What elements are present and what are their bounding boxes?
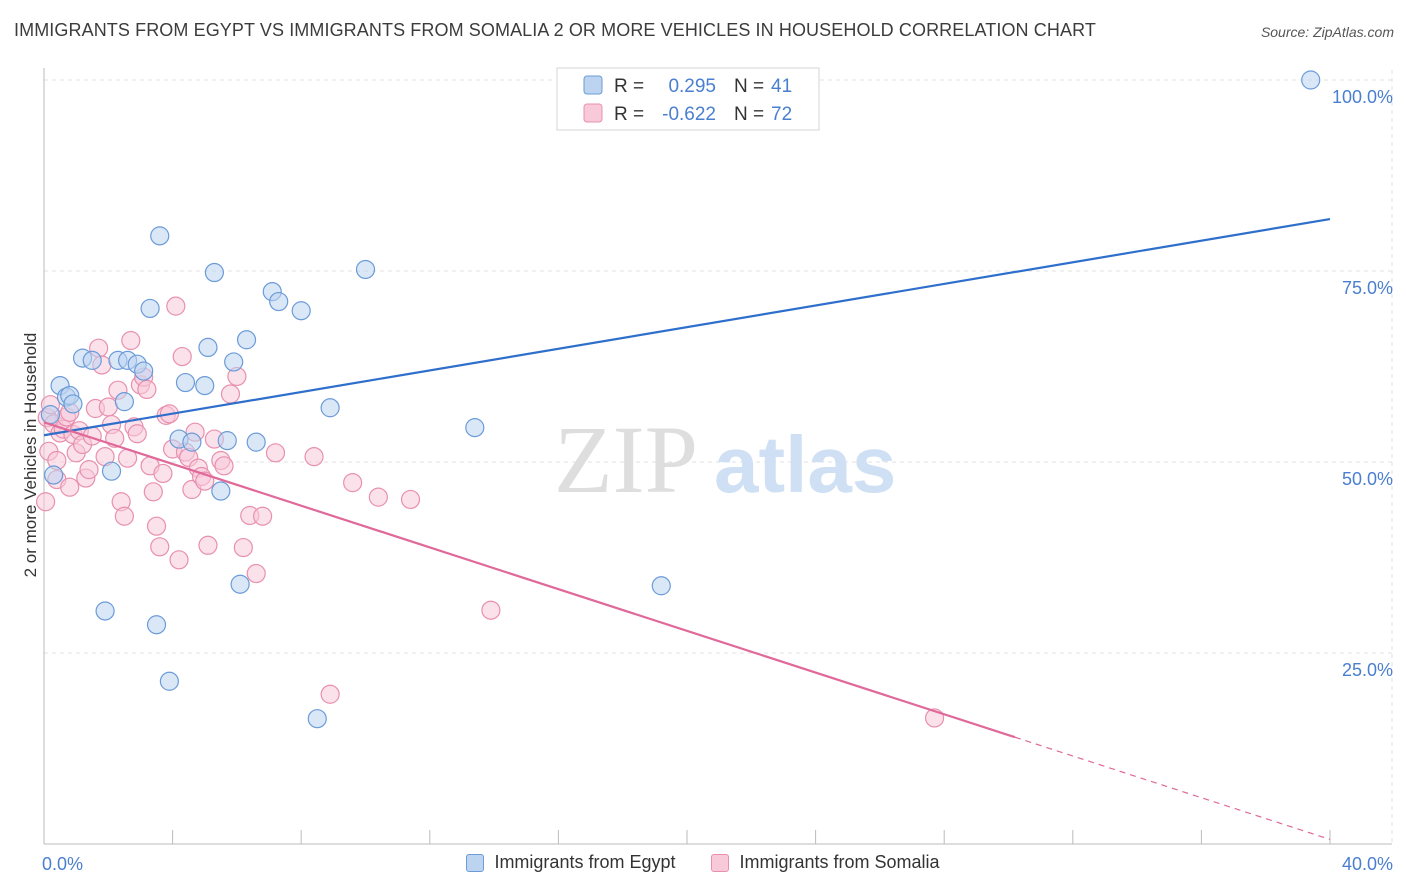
egypt-point-38 — [651, 576, 671, 596]
egypt-point-11 — [114, 392, 134, 412]
somalia-point-61 — [246, 563, 266, 584]
legend-r-label-1: R = — [614, 104, 644, 125]
somalia-point-34 — [137, 379, 157, 400]
legend-n-value-0: 41 — [771, 76, 792, 97]
egypt-point-0 — [40, 405, 61, 425]
egypt-trend-line — [43, 217, 1331, 437]
egypt-point-22 — [195, 376, 215, 396]
legend-r-value-0: 0.295 — [668, 76, 716, 97]
somalia-point-69 — [481, 600, 501, 620]
somalia-point-57 — [220, 384, 241, 404]
tick-labels: 100.0% 75.0% 50.0% 25.0% 0.0% 40.0% — [42, 87, 1393, 874]
somalia-point-65 — [320, 684, 340, 704]
egypt-point-37 — [465, 418, 485, 438]
legend-n-value-1: 72 — [771, 104, 792, 125]
egypt-point-36 — [355, 259, 376, 280]
egypt-point-20 — [175, 372, 196, 393]
egypt-point-35 — [320, 398, 340, 418]
y-tick-label-1: 75.0% — [1342, 278, 1393, 298]
legend-r-label-0: R = — [614, 76, 644, 97]
egypt-point-7 — [82, 350, 102, 370]
somalia-point-45 — [172, 346, 192, 367]
egypt-point-15 — [140, 298, 160, 319]
somalia-swatch-icon — [711, 853, 730, 872]
somalia-point-31 — [127, 424, 147, 444]
somalia-point-62 — [253, 506, 273, 526]
egypt-point-17 — [150, 226, 170, 246]
somalia-trend-line — [43, 421, 1016, 739]
y-axis-label: 2 or more Vehicles in Household — [21, 333, 40, 578]
somalia-point-66 — [343, 473, 363, 493]
egypt-point-26 — [217, 431, 237, 451]
somalia-point-53 — [198, 535, 218, 555]
correlation-legend: R = 0.295 N = 41 R = -0.622 N = 72 — [556, 67, 820, 131]
legend-item-egypt[interactable]: Immigrants from Egypt — [466, 852, 675, 873]
chart-title: IMMIGRANTS FROM EGYPT VS IMMIGRANTS FROM… — [14, 20, 1096, 40]
egypt-point-8 — [95, 601, 115, 621]
somalia-trend-extension — [1014, 736, 1331, 840]
somalia-points — [36, 296, 945, 728]
egypt-point-9 — [101, 461, 122, 481]
egypt-point-21 — [182, 432, 202, 452]
egypt-swatch-icon — [466, 853, 485, 872]
egypt-point-32 — [269, 291, 289, 312]
trend-lines — [43, 217, 1331, 840]
egypt-point-27 — [224, 352, 244, 372]
somalia-point-43 — [166, 296, 186, 316]
x-tick-label-right: 40.0% — [1342, 854, 1393, 874]
egypt-point-23 — [198, 337, 218, 357]
somalia-point-0 — [36, 492, 56, 512]
somalia-point-16 — [79, 460, 99, 480]
somalia-point-67 — [368, 487, 388, 507]
legend-r-value-1: -0.622 — [662, 104, 716, 125]
egypt-point-29 — [236, 330, 257, 350]
watermark-zip: ZIP — [554, 406, 698, 513]
watermark: ZIP atlas — [554, 406, 896, 513]
legend-n-label-1: N = — [734, 104, 764, 125]
somalia-point-10 — [60, 477, 80, 497]
legend-swatch-0-icon — [583, 75, 603, 95]
somalia-point-36 — [143, 482, 163, 502]
somalia-point-59 — [233, 537, 253, 558]
egypt-point-39 — [1301, 70, 1321, 90]
egypt-point-33 — [291, 301, 311, 321]
somalia-point-37 — [146, 516, 167, 536]
somalia-point-68 — [400, 489, 421, 510]
x-tick-label-left: 0.0% — [42, 854, 83, 874]
egypt-point-24 — [204, 262, 224, 283]
series-legend: Immigrants from Egypt Immigrants from So… — [0, 852, 1406, 873]
egypt-point-1 — [44, 465, 64, 485]
somalia-point-22 — [98, 397, 118, 417]
somalia-point-56 — [214, 456, 234, 476]
legend-item-somalia[interactable]: Immigrants from Somalia — [711, 852, 940, 873]
somalia-point-64 — [304, 447, 324, 467]
somalia-point-63 — [265, 443, 286, 463]
egypt-point-16 — [146, 615, 167, 635]
egypt-point-34 — [307, 709, 327, 729]
y-tick-label-0: 100.0% — [1332, 87, 1393, 107]
egypt-point-25 — [211, 481, 231, 501]
legend-label-egypt: Immigrants from Egypt — [494, 852, 676, 872]
somalia-point-38 — [150, 537, 170, 557]
somalia-point-27 — [114, 506, 134, 526]
egypt-point-5 — [63, 394, 83, 414]
egypt-point-30 — [246, 432, 266, 452]
egypt-point-18 — [159, 671, 179, 691]
y-tick-label-2: 50.0% — [1342, 469, 1393, 489]
somalia-point-44 — [169, 550, 189, 570]
egypt-points — [40, 70, 1321, 729]
watermark-atlas: atlas — [714, 420, 896, 509]
somalia-point-39 — [153, 463, 173, 484]
y-tick-label-3: 25.0% — [1342, 660, 1393, 680]
legend-swatch-1-icon — [583, 103, 603, 123]
somalia-point-29 — [121, 330, 141, 351]
egypt-point-14 — [134, 361, 154, 381]
egypt-point-28 — [230, 574, 250, 594]
legend-n-label-0: N = — [734, 76, 764, 97]
source-label: Source: ZipAtlas.com — [1260, 24, 1394, 40]
legend-label-somalia: Immigrants from Somalia — [739, 852, 940, 872]
